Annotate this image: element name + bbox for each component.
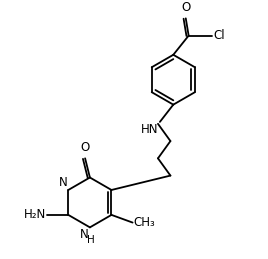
Text: O: O: [80, 141, 90, 154]
Text: Cl: Cl: [214, 29, 225, 42]
Text: CH₃: CH₃: [133, 216, 155, 229]
Text: N: N: [80, 228, 89, 241]
Text: H₂N: H₂N: [24, 208, 46, 221]
Text: HN: HN: [140, 123, 158, 136]
Text: O: O: [181, 1, 190, 13]
Text: N: N: [59, 176, 67, 189]
Text: H: H: [87, 235, 95, 245]
